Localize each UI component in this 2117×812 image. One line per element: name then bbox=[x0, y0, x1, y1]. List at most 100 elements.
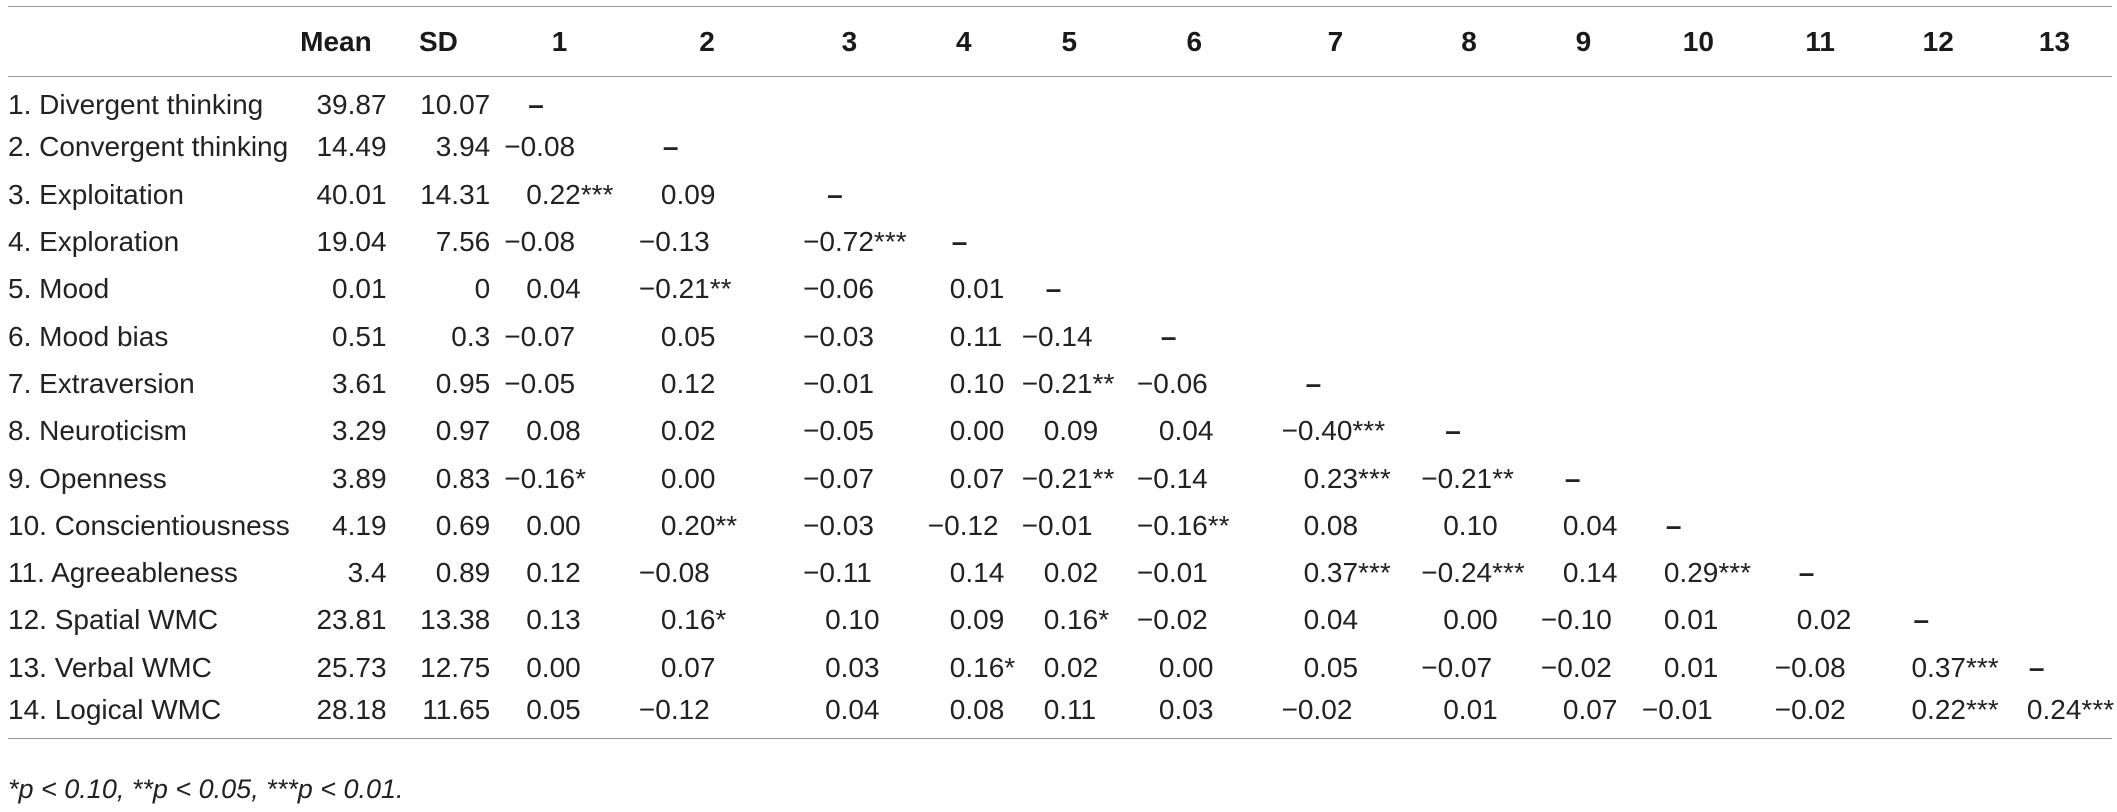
header-col-5: 5 bbox=[1061, 25, 1078, 57]
correlation-value: 0.20** bbox=[660, 509, 738, 541]
correlation-cell: 0.01 bbox=[1636, 644, 1761, 691]
table-row: 4. Exploration 19.04 7.56 −0.08 −0.13 −0.72**… bbox=[8, 218, 2112, 265]
table-header: Mean SD 1 2 3 4 5 6 7 8 9 10 11 12 13 bbox=[8, 6, 2112, 77]
table-body: 1. Divergent thinking 39.87 10.07–2. Conve… bbox=[8, 77, 2114, 739]
correlation-cell bbox=[1761, 360, 1880, 407]
correlation-cell bbox=[1531, 171, 1636, 218]
correlation-value: −0.10 bbox=[1540, 604, 1612, 636]
correlation-cell: −0.08 bbox=[490, 218, 629, 265]
correlation-value: 0.04 bbox=[526, 273, 581, 305]
correlation-value: −0.21** bbox=[1421, 462, 1514, 494]
correlation-cell bbox=[914, 171, 1014, 218]
correlation-value: 0.29*** bbox=[1663, 557, 1752, 589]
correlation-cell: 0.00 bbox=[1125, 644, 1264, 691]
correlation-cell: −0.03 bbox=[785, 313, 914, 360]
correlation-value: 0.08 bbox=[526, 415, 581, 447]
correlation-cell bbox=[1531, 408, 1636, 455]
correlation-cell: 0.23*** bbox=[1264, 455, 1408, 502]
correlation-cell bbox=[1761, 313, 1880, 360]
correlation-value: 0.11 bbox=[1043, 693, 1097, 725]
correlation-value: 0.01 bbox=[1663, 651, 1719, 683]
correlation-cell bbox=[1879, 360, 1996, 407]
correlation-cell: – bbox=[490, 77, 629, 124]
correlation-cell: −0.02 bbox=[1531, 644, 1636, 691]
sd-value: 13.38 bbox=[420, 604, 491, 636]
correlation-value: 0.09 bbox=[1043, 415, 1099, 447]
table-row: 3. Exploitation 40.01 14.31 0.22*** 0.09 – bbox=[8, 171, 2112, 218]
mean-value: 14.49 bbox=[316, 131, 387, 163]
correlation-cell bbox=[1761, 171, 1880, 218]
correlation-value: −0.02 bbox=[1281, 693, 1353, 725]
correlation-cell bbox=[914, 124, 1014, 171]
sd-value: 0.83 bbox=[435, 462, 491, 494]
correlation-cell: 0.07 bbox=[629, 644, 785, 691]
correlation-cell bbox=[1407, 77, 1531, 124]
correlation-cell: 0.22*** bbox=[1879, 691, 1998, 738]
diagonal-dash: – bbox=[1305, 367, 1322, 399]
correlation-cell: 0.16* bbox=[1014, 597, 1125, 644]
variable-label: 7. Extraversion bbox=[8, 367, 195, 399]
header-col-10: 10 bbox=[1682, 25, 1714, 57]
correlation-value: −0.01 bbox=[1641, 693, 1713, 725]
correlation-cell: 0.08 bbox=[490, 408, 629, 455]
correlation-cell: 0.11 bbox=[1014, 691, 1125, 738]
correlation-value: −0.02 bbox=[1774, 693, 1846, 725]
sd-value: 3.94 bbox=[435, 131, 491, 163]
correlation-cell: −0.11 bbox=[785, 549, 914, 596]
correlation-value: 0.12 bbox=[660, 367, 716, 399]
correlation-cell: −0.12 bbox=[914, 502, 1014, 549]
table-row: 2. Convergent thinking 14.49 3.94 −0.08 – bbox=[8, 124, 2112, 171]
correlation-value: 0.16* bbox=[949, 651, 1016, 683]
correlation-value: 0.16* bbox=[1043, 604, 1110, 636]
header-col-12: 12 bbox=[1922, 25, 1954, 57]
correlation-cell bbox=[1636, 408, 1761, 455]
correlation-cell bbox=[1407, 360, 1531, 407]
correlation-cell: 0.05 bbox=[1264, 644, 1408, 691]
correlation-cell: 0.10 bbox=[914, 360, 1014, 407]
correlation-cell bbox=[785, 124, 914, 171]
correlation-cell bbox=[1879, 124, 1996, 171]
correlation-cell: 0.10 bbox=[1407, 502, 1531, 549]
correlation-cell bbox=[1879, 408, 1996, 455]
correlation-cell bbox=[1761, 455, 1880, 502]
correlation-value: 0.07 bbox=[949, 462, 1005, 494]
correlation-cell bbox=[1636, 360, 1761, 407]
correlation-cell: 0.37*** bbox=[1879, 644, 1998, 691]
correlation-value: 0.05 bbox=[660, 320, 716, 352]
correlation-cell: 0.03 bbox=[1125, 691, 1264, 738]
correlation-cell bbox=[1531, 266, 1636, 313]
header-col-8: 8 bbox=[1461, 25, 1477, 57]
correlation-cell: −0.24*** bbox=[1407, 549, 1531, 596]
variable-label: 6. Mood bias bbox=[8, 320, 169, 352]
correlation-cell: −0.72*** bbox=[785, 218, 914, 265]
correlation-value: −0.01 bbox=[1021, 509, 1093, 541]
correlation-value: 0.09 bbox=[949, 604, 1005, 636]
correlation-cell bbox=[1997, 171, 2112, 218]
diagonal-dash: – bbox=[1445, 415, 1461, 447]
correlation-cell bbox=[1879, 171, 1996, 218]
correlation-cell: – bbox=[1264, 360, 1408, 407]
correlation-cell: 0.14 bbox=[1531, 549, 1636, 596]
correlation-cell: 0.12 bbox=[490, 549, 629, 596]
correlation-cell: 0.04 bbox=[1125, 408, 1264, 455]
correlation-value: 0.05 bbox=[1303, 651, 1359, 683]
significance-footnote: *p < 0.10, **p < 0.05, ***p < 0.01. bbox=[8, 774, 404, 804]
correlation-value: 0.04 bbox=[1158, 415, 1214, 447]
correlation-cell: 0.02 bbox=[1014, 549, 1125, 596]
correlation-value: −0.03 bbox=[803, 509, 874, 541]
correlation-cell: −0.02 bbox=[1761, 691, 1880, 738]
correlation-cell: −0.01 bbox=[1636, 691, 1761, 738]
correlation-value: −0.07 bbox=[504, 320, 576, 352]
correlation-cell: −0.03 bbox=[785, 502, 914, 549]
correlation-value: 0.02 bbox=[1043, 651, 1099, 683]
correlation-value: 0.07 bbox=[1562, 693, 1618, 725]
correlation-cell bbox=[1264, 124, 1408, 171]
correlation-value: 0.02 bbox=[1043, 557, 1099, 589]
correlation-cell bbox=[1014, 218, 1125, 265]
correlation-cell bbox=[1636, 313, 1761, 360]
correlation-cell: 0.00 bbox=[1407, 597, 1531, 644]
correlation-cell bbox=[1761, 218, 1880, 265]
correlation-value: −0.05 bbox=[504, 367, 576, 399]
correlation-cell bbox=[1014, 124, 1125, 171]
correlation-cell: −0.08 bbox=[629, 549, 785, 596]
